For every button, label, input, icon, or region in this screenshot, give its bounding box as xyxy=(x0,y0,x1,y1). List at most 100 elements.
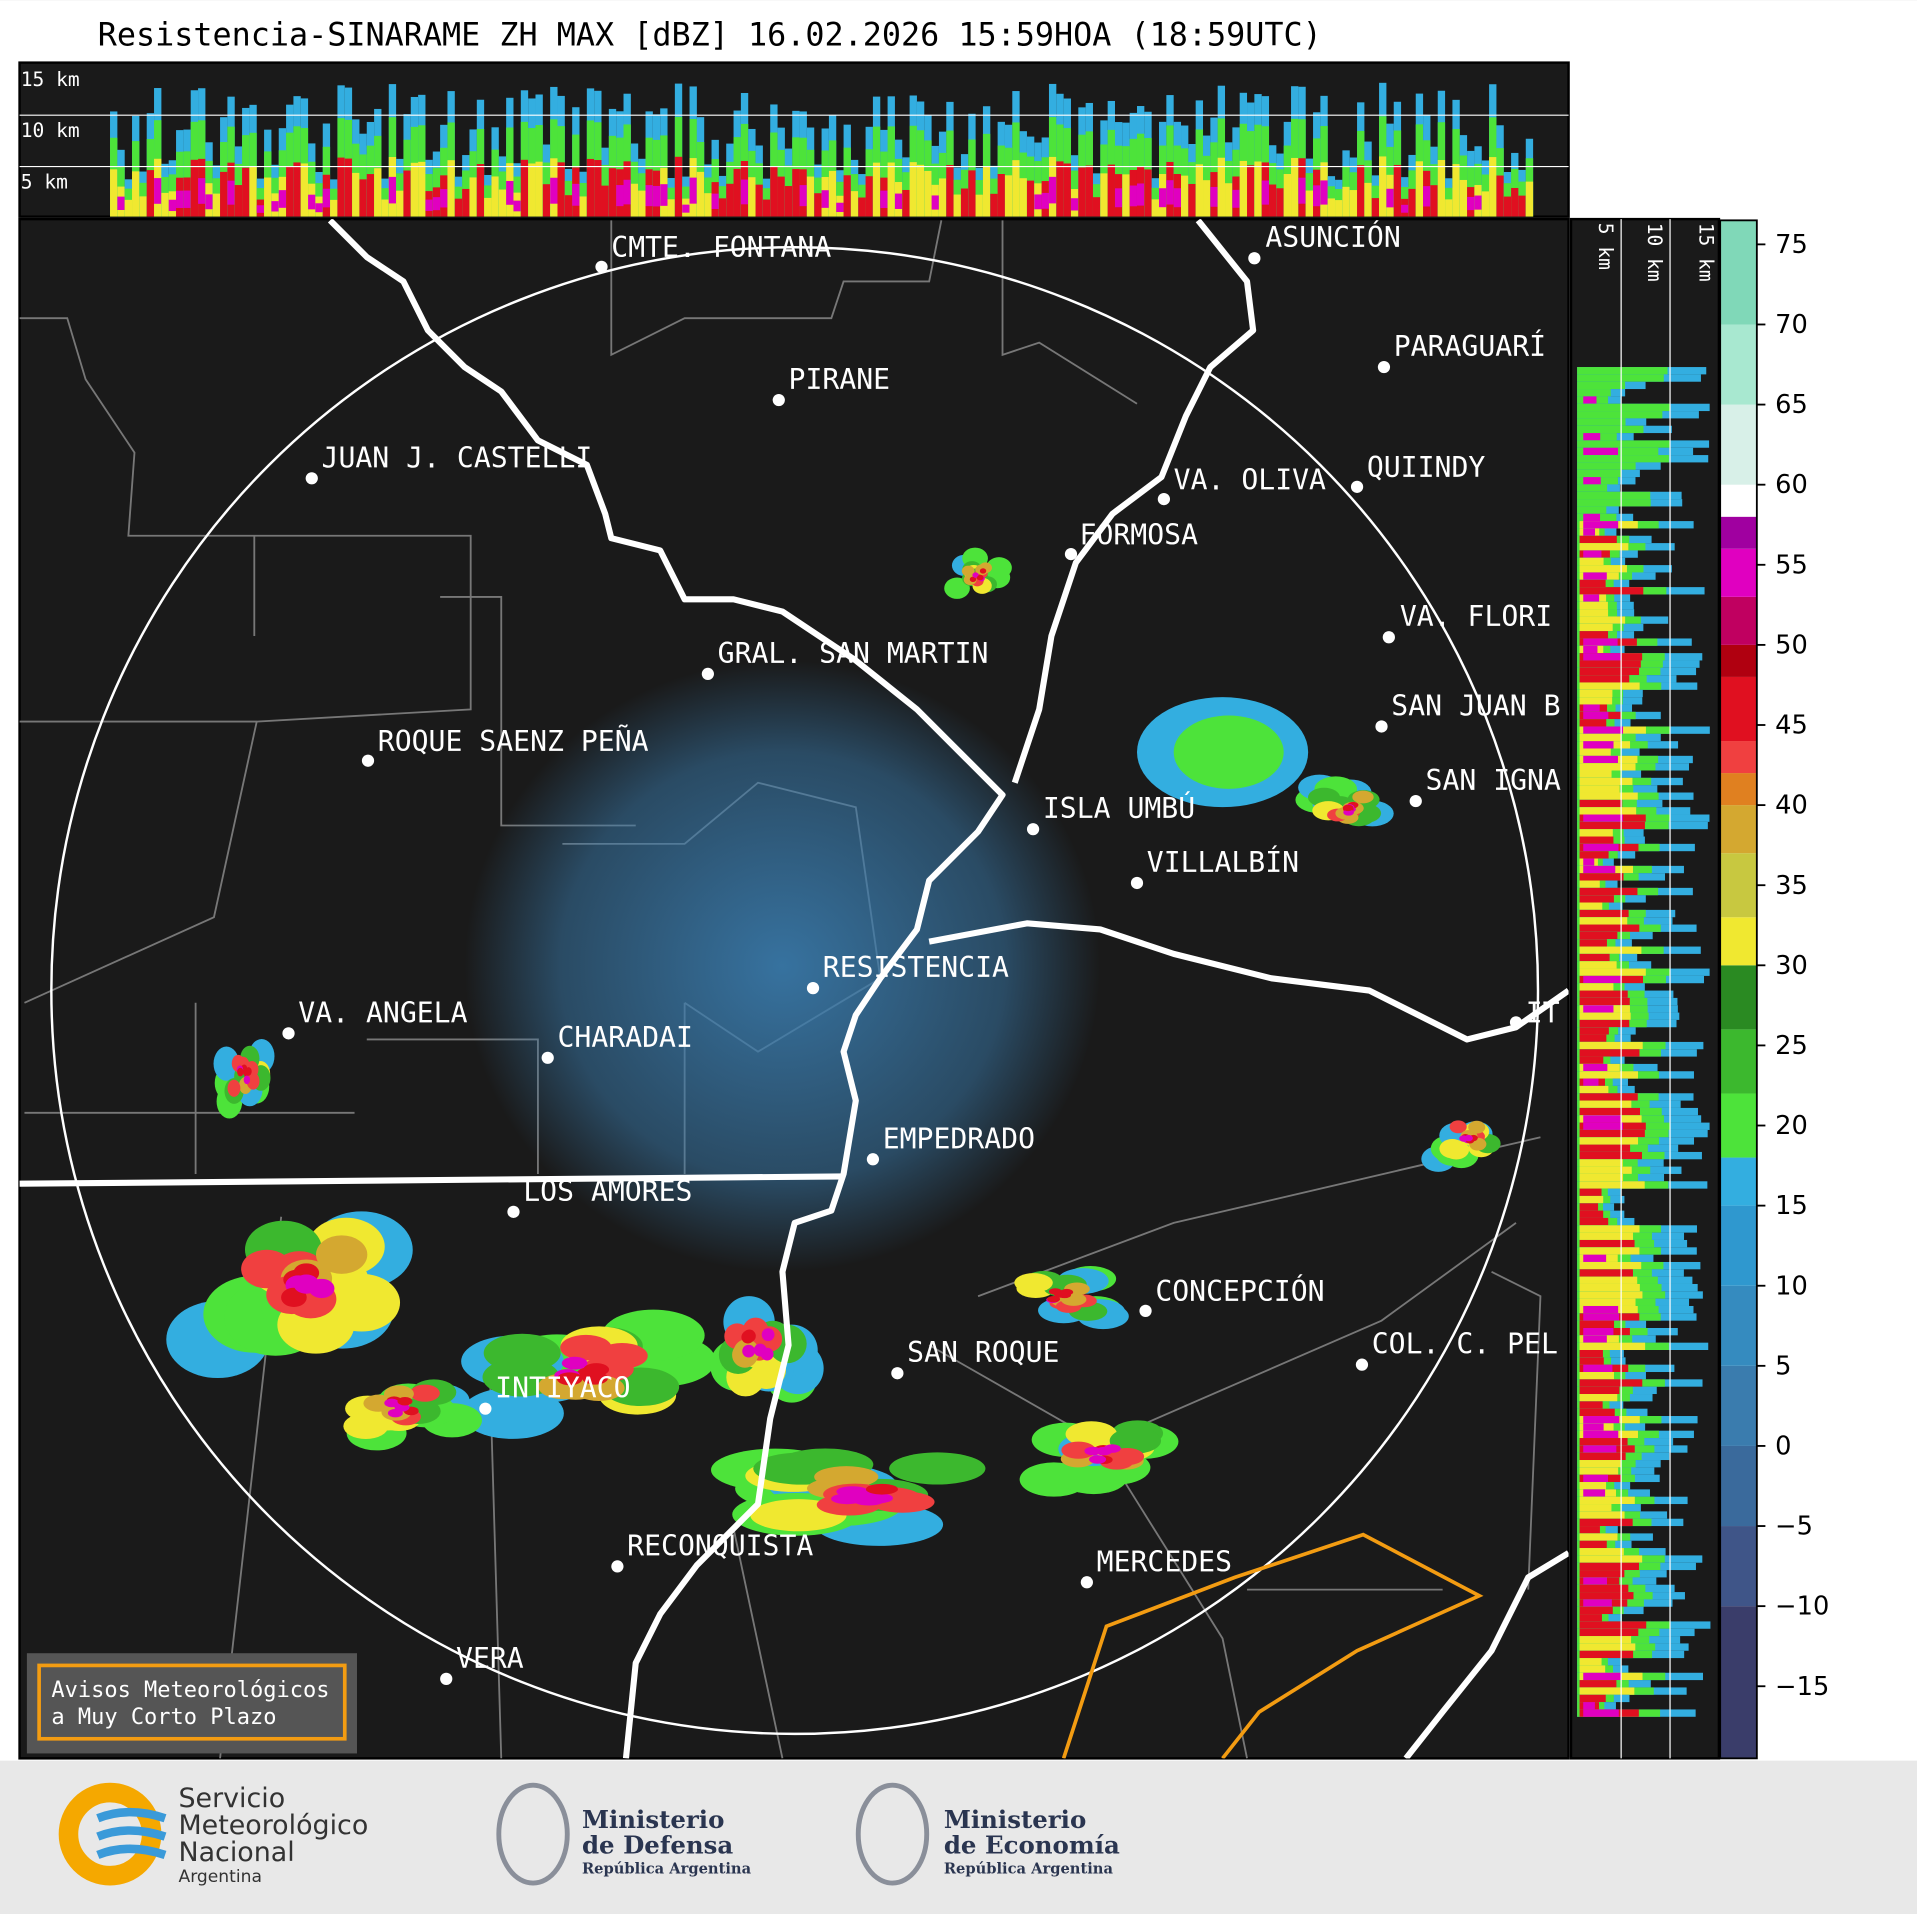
echo-row xyxy=(1579,667,1640,676)
echo-column xyxy=(520,159,529,217)
echo-column xyxy=(278,190,287,208)
place-dot xyxy=(507,1205,520,1218)
echo-row xyxy=(1583,1445,1617,1453)
echo-column xyxy=(1489,157,1497,217)
echo-row xyxy=(1579,1269,1633,1277)
echo-row xyxy=(1577,389,1611,397)
place-label: VA. ANGELA xyxy=(298,996,467,1029)
echo-column xyxy=(418,161,426,217)
storm-cell xyxy=(742,1344,756,1358)
storm-cell xyxy=(461,1387,564,1439)
echo-column xyxy=(1291,157,1299,217)
storm-cell xyxy=(961,565,975,577)
echo-column xyxy=(454,198,463,217)
echo-column xyxy=(924,170,932,217)
colorbar-band xyxy=(1720,596,1757,645)
echo-column xyxy=(726,183,734,217)
echo-row xyxy=(1579,1658,1602,1666)
echo-column xyxy=(1151,199,1160,217)
storm-cell xyxy=(245,1067,252,1076)
height-label: 15 km xyxy=(1694,223,1717,282)
place-label: IT xyxy=(1526,996,1560,1029)
echo-column xyxy=(1239,160,1248,217)
echo-row xyxy=(1579,917,1628,925)
echo-column xyxy=(403,170,411,217)
echo-row xyxy=(1579,1694,1606,1703)
echo-row xyxy=(1583,1474,1609,1483)
echo-column xyxy=(1518,195,1526,217)
echo-column xyxy=(557,162,565,217)
logo-text: de Economía xyxy=(944,1831,1120,1860)
echo-row xyxy=(1579,851,1609,859)
echo-column xyxy=(1320,180,1328,205)
echo-row xyxy=(1579,1511,1625,1519)
storm-cell xyxy=(1089,1455,1107,1464)
place-label: PIRANE xyxy=(789,363,891,396)
height-label: 5 km xyxy=(1594,223,1617,270)
echo-row xyxy=(1583,975,1622,984)
echo-row xyxy=(1579,1034,1607,1042)
echo-column xyxy=(645,185,653,207)
echo-row xyxy=(1583,594,1600,602)
echo-row xyxy=(1579,946,1642,954)
echo-column xyxy=(1070,198,1079,211)
echo-column xyxy=(286,166,294,217)
place-dot xyxy=(1409,794,1422,808)
storm-cell xyxy=(1061,1441,1096,1459)
echo-column xyxy=(1481,191,1490,217)
echo-row xyxy=(1579,1225,1640,1233)
echo-column xyxy=(1371,198,1380,217)
place-dot xyxy=(1375,720,1388,733)
echo-row xyxy=(1583,1599,1612,1607)
storm-cell xyxy=(315,1235,368,1274)
echo-row xyxy=(1583,704,1600,712)
place-dot xyxy=(1355,1358,1369,1371)
echo-row xyxy=(1579,829,1613,837)
echo-column xyxy=(330,199,338,217)
height-label: 5 km xyxy=(21,171,68,194)
place-label: COL. C. PEL xyxy=(1372,1328,1558,1361)
place-dot xyxy=(361,754,375,767)
echo-column xyxy=(894,193,903,209)
echo-row xyxy=(1579,719,1607,727)
echo-column xyxy=(953,194,961,217)
warning-box xyxy=(26,1653,357,1754)
echo-row xyxy=(1583,1672,1621,1681)
colorbar-band xyxy=(1720,805,1757,854)
echo-column xyxy=(1503,196,1512,217)
colorbar-tick-label: 35 xyxy=(1775,871,1808,901)
echo-row xyxy=(1579,1665,1606,1673)
echo-column xyxy=(352,172,360,217)
echo-row xyxy=(1579,601,1608,610)
echo-column xyxy=(1122,174,1130,217)
echo-column xyxy=(916,164,925,217)
storm-cell xyxy=(889,1452,986,1485)
echo-row xyxy=(1579,557,1604,566)
echo-column xyxy=(1019,178,1027,217)
echo-row xyxy=(1579,1291,1643,1299)
echo-column xyxy=(990,193,998,217)
echo-column xyxy=(1415,161,1424,217)
colorbar-band xyxy=(1720,1526,1757,1607)
echo-row xyxy=(1583,1709,1619,1717)
echo-column xyxy=(542,184,551,217)
echo-row xyxy=(1579,1173,1624,1182)
echo-row xyxy=(1579,880,1600,888)
echo-column xyxy=(1261,180,1270,205)
echo-row xyxy=(1583,528,1596,536)
echo-row xyxy=(1579,1592,1634,1600)
echo-row xyxy=(1583,1305,1619,1314)
echo-row xyxy=(1579,623,1613,632)
echo-row xyxy=(1577,440,1670,448)
echo-column xyxy=(696,171,705,217)
echo-row xyxy=(1579,1107,1640,1116)
echo-column xyxy=(1401,204,1409,213)
echo-row xyxy=(1583,1327,1614,1336)
echo-row xyxy=(1579,1570,1625,1578)
echo-row xyxy=(1579,1239,1635,1248)
echo-column xyxy=(718,198,727,217)
storm-cell xyxy=(582,1371,608,1385)
echo-row xyxy=(1583,755,1618,764)
storm-cell xyxy=(1014,1273,1053,1293)
